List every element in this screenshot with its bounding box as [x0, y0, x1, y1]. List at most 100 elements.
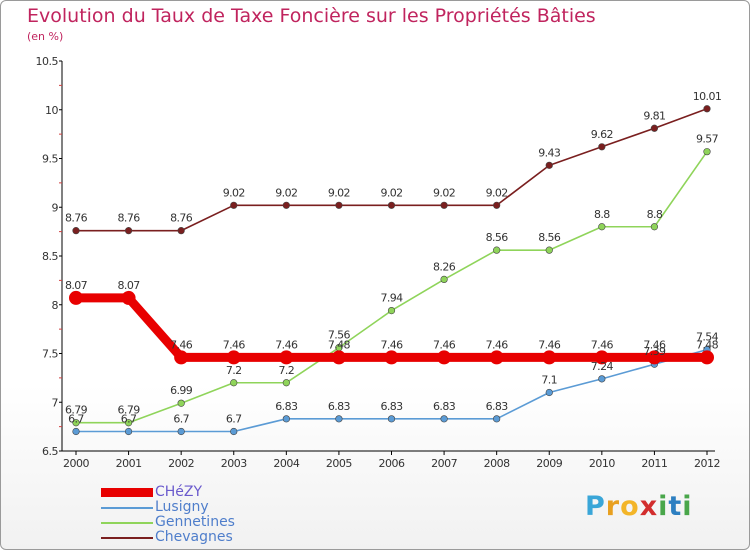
data-label: 7.54 [696, 331, 719, 344]
y-tick-label: 8.5 [42, 250, 58, 263]
chart-title: Evolution du Taux de Taxe Foncière sur l… [27, 5, 596, 27]
x-tick-label: 2010 [589, 457, 615, 470]
x-tick-label: 2011 [641, 457, 667, 470]
data-point [230, 201, 238, 209]
data-point [545, 161, 553, 169]
x-tick-label: 2005 [326, 457, 352, 470]
data-point [387, 415, 396, 423]
y-tick-label: 9.5 [42, 153, 58, 166]
data-label: 8.26 [433, 260, 456, 273]
data-label: 6.83 [486, 400, 509, 413]
data-point [489, 350, 504, 365]
data-label: 9.02 [223, 186, 245, 199]
data-label: 9.57 [696, 133, 719, 146]
data-label: 8.56 [538, 231, 561, 244]
data-label: 7.46 [380, 338, 403, 351]
legend-label: Gennetines [155, 514, 235, 530]
y-tick-label: 10.5 [36, 55, 59, 68]
data-label: 6.7 [173, 413, 189, 426]
data-point [177, 227, 185, 235]
data-label: 6.7 [226, 413, 242, 426]
data-point [335, 201, 343, 209]
legend-label: CHéZY [155, 484, 203, 500]
x-tick-label: 2008 [484, 457, 510, 470]
data-point [650, 124, 659, 132]
data-point [335, 415, 343, 423]
data-point [282, 201, 290, 209]
x-tick-label: 2001 [116, 457, 142, 470]
data-point [650, 223, 659, 231]
proxiti-logo: Proxiti [585, 491, 693, 522]
data-point [226, 350, 241, 365]
data-label: 6.83 [380, 400, 403, 413]
data-label: 6.7 [68, 413, 84, 426]
legend-swatch [101, 522, 153, 524]
data-label: 9.43 [538, 146, 561, 159]
data-point [598, 375, 606, 383]
data-label: 10.01 [693, 90, 722, 103]
x-tick-label: 2004 [273, 457, 299, 470]
data-label: 8.8 [594, 208, 610, 221]
data-label: 9.02 [380, 186, 402, 199]
data-label: 7.56 [328, 329, 351, 342]
legend-label: Lusigny [155, 499, 209, 515]
data-point [230, 427, 238, 436]
data-label: 9.81 [643, 109, 665, 122]
data-point [282, 415, 290, 423]
data-label: 8.76 [170, 212, 193, 225]
data-point [542, 350, 557, 365]
data-point [700, 350, 714, 365]
data-label: 8.07 [65, 279, 88, 292]
y-tick-label: 10 [45, 104, 58, 117]
data-label: 7.24 [591, 360, 614, 373]
x-tick-label: 2006 [379, 457, 405, 470]
data-point [69, 290, 83, 305]
data-point [594, 350, 609, 365]
data-label: 6.79 [118, 404, 141, 417]
data-label: 9.02 [275, 186, 297, 199]
data-point [124, 419, 133, 427]
data-label: 6.79 [65, 404, 88, 417]
data-label: 7.46 [538, 338, 561, 351]
legend-swatch [101, 488, 153, 497]
data-label: 7.46 [591, 338, 614, 351]
data-point [545, 388, 553, 397]
data-point [177, 427, 185, 436]
x-tick-label: 2002 [168, 457, 194, 470]
data-label: 6.7 [121, 413, 137, 426]
x-tick-label: 2000 [63, 457, 89, 470]
data-label: 8.76 [118, 212, 141, 225]
y-tick-label: 6.5 [42, 445, 58, 458]
x-tick-label: 2009 [536, 457, 562, 470]
data-label: 9.02 [328, 186, 350, 199]
data-point [703, 105, 711, 113]
data-point [121, 290, 136, 305]
data-point [545, 246, 553, 254]
y-tick-label: 7 [52, 396, 59, 409]
x-tick-label: 2003 [221, 457, 247, 470]
chart-subtitle: (en %) [27, 30, 64, 43]
data-point [174, 350, 189, 365]
data-point [384, 350, 399, 365]
data-label: 8.07 [118, 279, 141, 292]
data-label: 6.83 [275, 400, 298, 413]
data-point [387, 307, 396, 315]
data-label: 9.02 [486, 186, 508, 199]
data-label: 6.83 [433, 400, 456, 413]
data-point [493, 201, 501, 209]
data-label: 7.46 [433, 338, 456, 351]
data-point [598, 223, 606, 231]
y-tick-label: 7.5 [42, 348, 58, 361]
data-point [331, 350, 346, 365]
data-point [72, 427, 80, 436]
x-tick-label: 2012 [694, 457, 720, 470]
legend-swatch [101, 507, 153, 509]
data-label: 8.56 [486, 231, 509, 244]
data-label: 9.62 [591, 128, 613, 141]
data-point [72, 419, 80, 427]
data-point [387, 201, 396, 209]
data-label: 7.46 [223, 338, 246, 351]
data-label: 7.2 [278, 364, 294, 377]
